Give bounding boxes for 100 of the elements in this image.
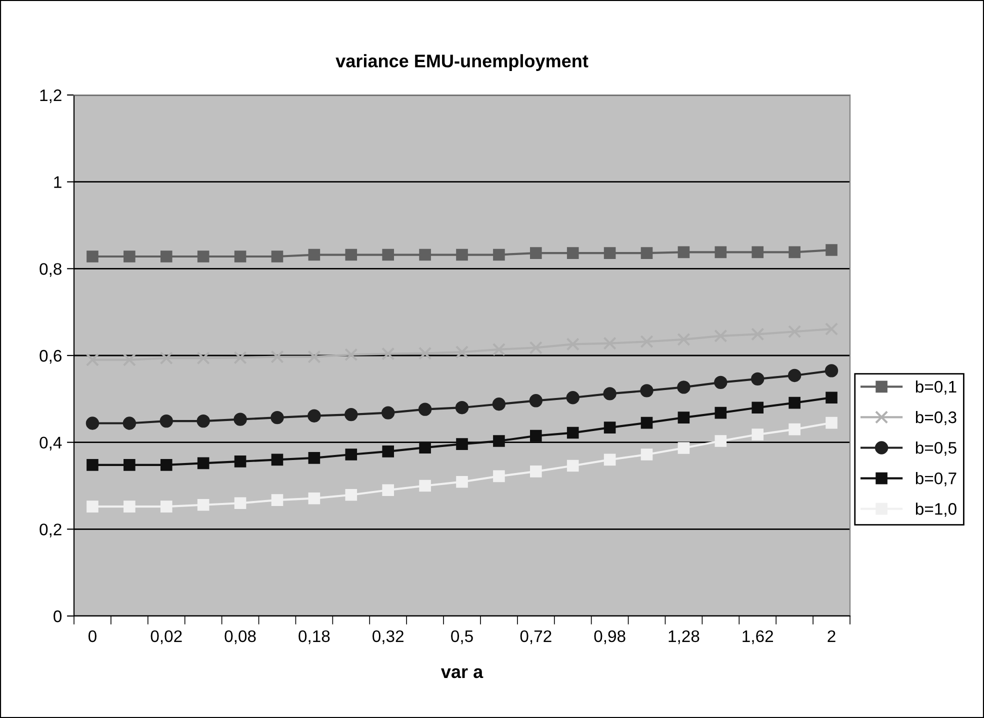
point [640, 416, 653, 429]
point [197, 498, 210, 511]
point [86, 459, 98, 471]
x-tick-label: 0 [88, 630, 96, 642]
point [197, 457, 210, 470]
point [603, 387, 616, 400]
point [566, 460, 579, 472]
legend-label: b=0,7 [916, 472, 956, 486]
point [344, 348, 358, 362]
point [456, 438, 468, 450]
point [122, 353, 136, 366]
point [529, 394, 543, 408]
point [826, 392, 838, 404]
point [86, 416, 100, 430]
point [308, 492, 320, 504]
point [714, 435, 727, 447]
point [234, 497, 246, 510]
point [788, 368, 802, 382]
point [826, 416, 838, 429]
point [678, 246, 690, 258]
x-tick-label: 0,08 [224, 630, 256, 644]
legend-label: b=0,3 [916, 410, 956, 426]
x-tick-label: 0,02 [150, 630, 182, 644]
point [160, 500, 172, 512]
point [122, 416, 136, 430]
y-tick-label: 1 [54, 176, 62, 188]
point [788, 246, 800, 258]
x-tick-label: 1,62 [742, 630, 774, 644]
point [160, 352, 173, 365]
point [604, 247, 616, 259]
y-tick-label: 0,6 [40, 350, 62, 364]
legend-label: b=0,1 [916, 380, 956, 395]
point [271, 454, 284, 466]
point [493, 435, 505, 447]
y-tick-label: 0,4 [40, 436, 62, 451]
point [566, 247, 579, 259]
point [714, 246, 727, 258]
point [344, 408, 358, 422]
point [196, 352, 210, 365]
point [270, 350, 284, 364]
point [493, 248, 505, 261]
x-axis-title: var a [440, 668, 484, 678]
point [86, 500, 98, 512]
point [530, 247, 542, 259]
point [234, 250, 246, 262]
point [160, 414, 173, 428]
point [197, 250, 210, 262]
point [345, 248, 358, 261]
point [640, 384, 654, 398]
point [493, 470, 505, 482]
point [714, 406, 727, 419]
point [530, 466, 542, 478]
y-tick-label: 0 [54, 610, 62, 622]
point [492, 342, 506, 356]
point [196, 414, 210, 428]
point [271, 494, 284, 506]
point [86, 353, 100, 366]
point [751, 372, 764, 386]
point [824, 364, 838, 378]
point [788, 396, 800, 409]
point [308, 248, 320, 261]
point [826, 244, 838, 256]
point [308, 452, 320, 464]
point [677, 380, 690, 394]
y-tick-label: 0,2 [40, 524, 62, 538]
point [419, 480, 431, 492]
x-tick-label: 0,72 [520, 630, 552, 644]
point [234, 351, 247, 364]
point [160, 459, 172, 471]
point [124, 250, 136, 262]
y-tick-label: 0,8 [40, 263, 62, 277]
point [752, 246, 764, 258]
point [124, 459, 136, 471]
point [418, 346, 432, 360]
point [308, 350, 321, 364]
point [270, 410, 284, 424]
point [308, 409, 321, 422]
point [529, 341, 543, 354]
x-tick-label: 0,32 [372, 630, 404, 644]
point [345, 448, 358, 460]
point [640, 247, 653, 259]
legend-label: b=0,5 [916, 442, 956, 456]
x-tick-label: 2 [828, 630, 836, 642]
point [530, 430, 542, 442]
point [382, 248, 394, 261]
point [456, 476, 468, 488]
point [678, 442, 690, 454]
point [381, 406, 395, 420]
point [271, 250, 284, 262]
point [640, 448, 653, 460]
point [382, 446, 394, 458]
point [604, 454, 616, 466]
point [382, 484, 394, 496]
point [419, 248, 431, 261]
point [418, 402, 432, 416]
point [752, 402, 764, 414]
point [234, 456, 246, 468]
point [124, 500, 136, 512]
point [566, 391, 580, 404]
point [492, 398, 506, 411]
